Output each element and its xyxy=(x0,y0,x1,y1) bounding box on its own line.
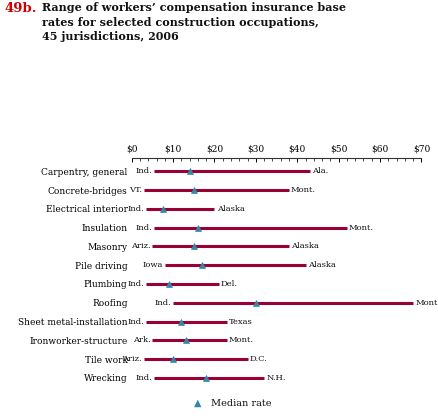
Text: 49b.: 49b. xyxy=(4,2,37,15)
Text: VT.: VT. xyxy=(129,186,142,194)
Text: D.C.: D.C. xyxy=(249,355,267,363)
Text: Ariz.: Ariz. xyxy=(131,243,150,250)
Text: Ark.: Ark. xyxy=(132,336,150,344)
Text: Mont.: Mont. xyxy=(348,223,373,232)
Text: N.H.: N.H. xyxy=(265,374,285,382)
Text: Mont.: Mont. xyxy=(229,336,254,344)
Text: Alaska: Alaska xyxy=(216,205,244,213)
Text: Ind.: Ind. xyxy=(135,167,152,175)
Text: Ind.: Ind. xyxy=(135,223,152,232)
Text: Iowa: Iowa xyxy=(142,261,162,269)
Text: Ind.: Ind. xyxy=(154,299,171,307)
Text: Ind.: Ind. xyxy=(135,374,152,382)
Text: Range of workers’ compensation insurance base
rates for selected construction oc: Range of workers’ compensation insurance… xyxy=(42,2,345,42)
Text: Ariz.: Ariz. xyxy=(122,355,142,363)
Text: ▲: ▲ xyxy=(193,398,201,408)
Text: Alaska: Alaska xyxy=(290,243,318,250)
Text: Texas: Texas xyxy=(229,317,252,326)
Text: Ind.: Ind. xyxy=(127,280,144,288)
Text: Median rate: Median rate xyxy=(210,399,271,408)
Text: Ind.: Ind. xyxy=(127,205,144,213)
Text: Ind.: Ind. xyxy=(127,317,144,326)
Text: Del.: Del. xyxy=(220,280,237,288)
Text: Ala.: Ala. xyxy=(311,167,327,175)
Text: Mont.: Mont. xyxy=(290,186,315,194)
Text: Alaska: Alaska xyxy=(307,261,335,269)
Text: Mont.: Mont. xyxy=(414,299,438,307)
